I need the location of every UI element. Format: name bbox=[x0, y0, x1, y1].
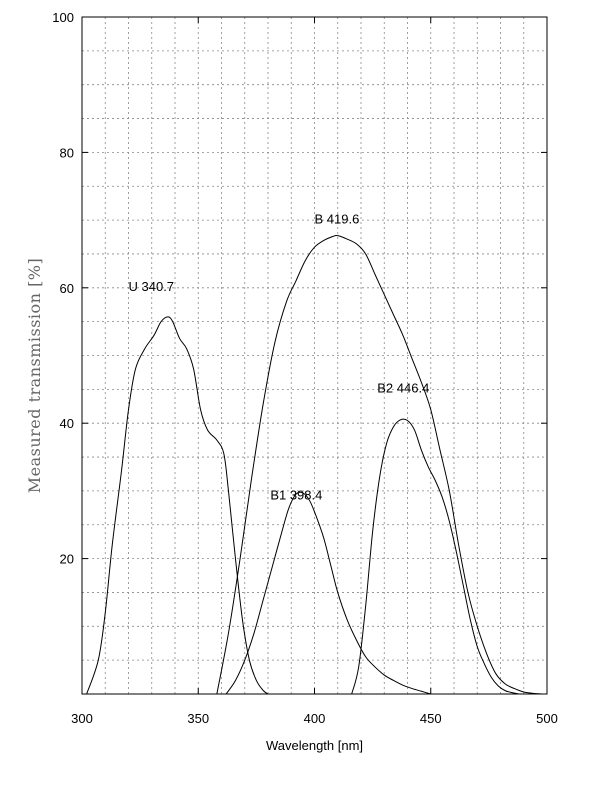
x-axis-label: Wavelength [nm] bbox=[266, 738, 363, 753]
series-u-curve bbox=[86, 316, 269, 695]
grid bbox=[82, 17, 547, 694]
series-b1-curve bbox=[225, 491, 431, 695]
series-b2-curve bbox=[351, 418, 520, 695]
y-axis-label: Measured transmission [%] bbox=[25, 258, 44, 494]
curve-annotation: B 419.6 bbox=[315, 211, 360, 226]
x-tick-label: 400 bbox=[304, 711, 326, 726]
curves bbox=[86, 234, 543, 695]
series-b-curve bbox=[216, 234, 543, 695]
curve-annotation: B2 446.4 bbox=[377, 381, 429, 396]
tick-labels: 300 350 400 450 500 20 40 60 80 100 bbox=[52, 10, 558, 726]
y-tick-label: 40 bbox=[60, 416, 74, 431]
x-tick-label: 500 bbox=[536, 711, 558, 726]
y-tick-label: 60 bbox=[60, 281, 74, 296]
x-tick-label: 350 bbox=[187, 711, 209, 726]
y-tick-label: 100 bbox=[52, 10, 74, 25]
annotations: U 340.7 B 419.6 B1 398.4 B2 446.4 bbox=[129, 211, 430, 502]
curve-annotation: B1 398.4 bbox=[270, 488, 322, 503]
curve-annotation: U 340.7 bbox=[129, 279, 175, 294]
x-tick-label: 450 bbox=[420, 711, 442, 726]
x-tick-label: 300 bbox=[71, 711, 93, 726]
y-tick-label: 80 bbox=[60, 145, 74, 160]
y-tick-label: 20 bbox=[60, 552, 74, 567]
